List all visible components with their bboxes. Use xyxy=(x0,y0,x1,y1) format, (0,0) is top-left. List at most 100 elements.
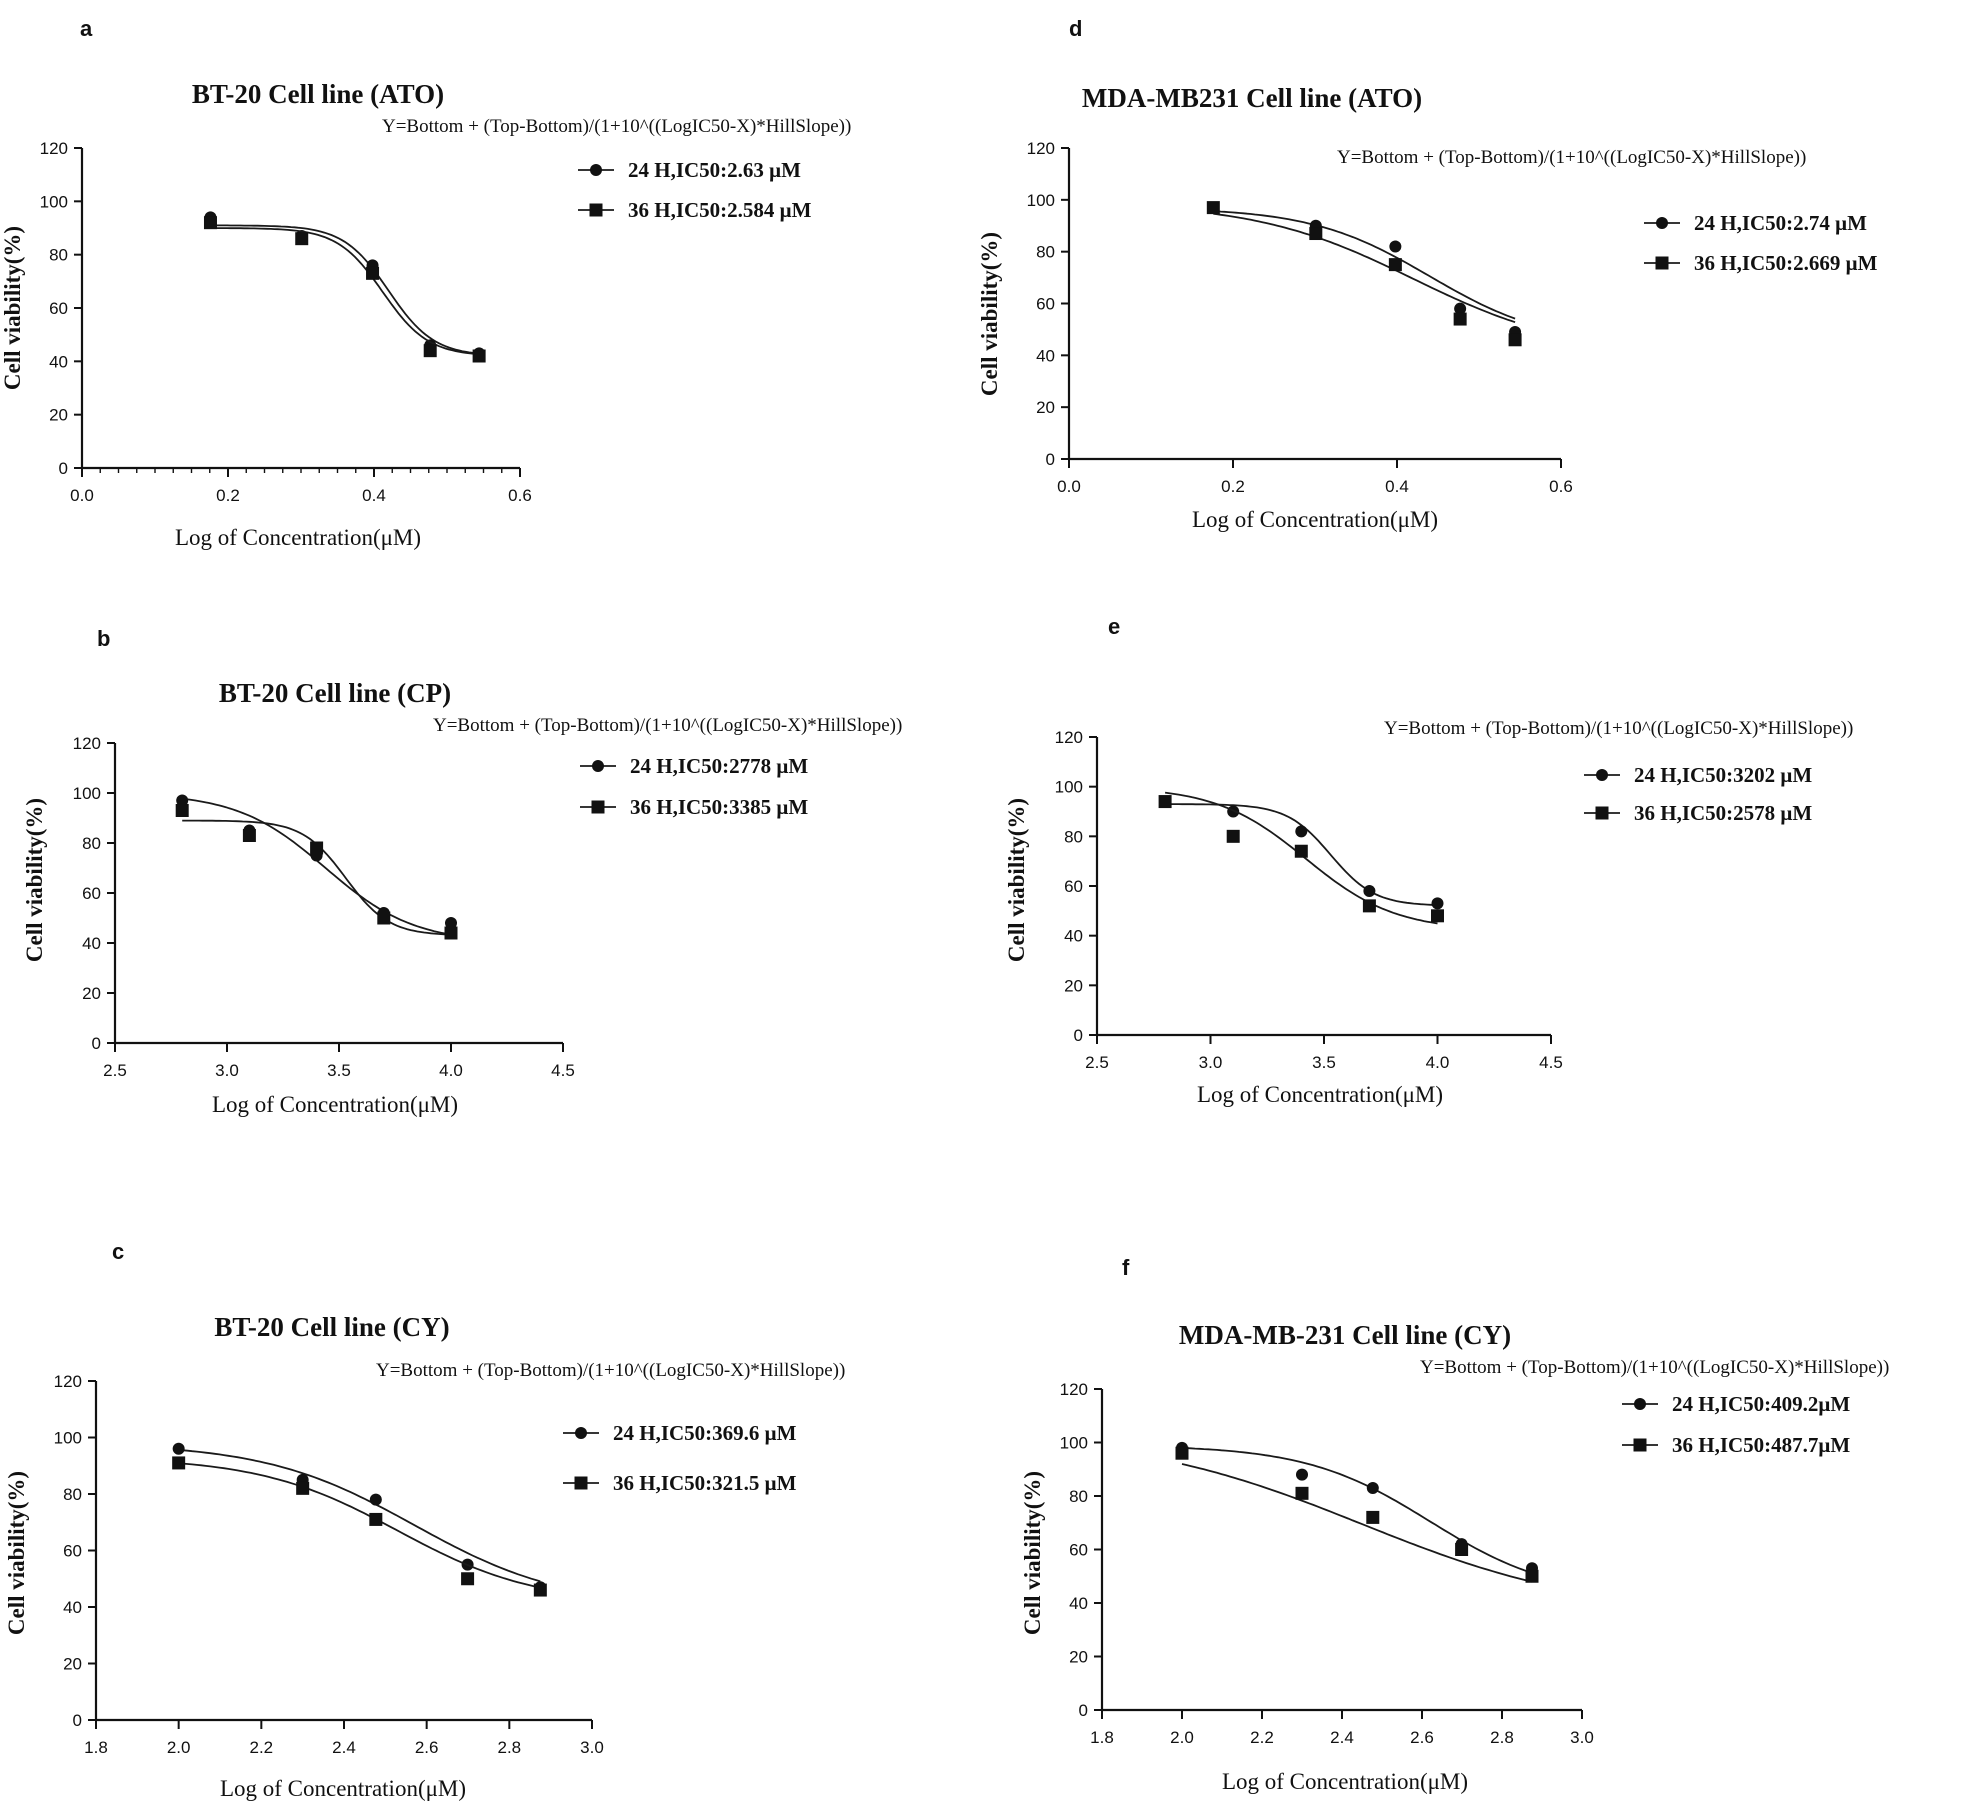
y-tick-label-c-1: 20 xyxy=(63,1655,82,1674)
equation-c: Y=Bottom + (Top-Bottom)/(1+10^((LogIC50-… xyxy=(376,1360,845,1381)
x-tick-label-c-5: 2.8 xyxy=(498,1738,522,1757)
x-tick-label-d-3: 0.6 xyxy=(1549,477,1573,496)
data-point-a-36h-2 xyxy=(366,266,380,280)
y-tick-label-e-6: 120 xyxy=(1055,728,1083,747)
x-tick-label-e-3: 4.0 xyxy=(1426,1053,1450,1072)
fit-curve-d-36h xyxy=(1213,212,1516,324)
panel-letter-c: c xyxy=(112,1239,124,1264)
x-tick-label-a-1: 0.2 xyxy=(216,486,240,505)
y-axis-label-e: Cell viability(%) xyxy=(1004,798,1029,962)
legend-marker-f-36h xyxy=(1633,1438,1647,1452)
fit-curve-a-36h xyxy=(210,227,480,356)
y-tick-label-b-2: 40 xyxy=(82,934,101,953)
data-point-c-36h-4 xyxy=(533,1583,547,1597)
equation-a: Y=Bottom + (Top-Bottom)/(1+10^((LogIC50-… xyxy=(382,116,851,137)
x-tick-label-d-0: 0.0 xyxy=(1057,477,1081,496)
y-tick-label-f-5: 100 xyxy=(1060,1434,1088,1453)
y-tick-label-a-6: 120 xyxy=(40,139,68,158)
chart-title-f: MDA-MB-231 Cell line (CY) xyxy=(1179,1320,1511,1350)
legend-label-c-36h: 36 H,IC50:321.5 μM xyxy=(613,1471,797,1495)
data-point-d-36h-2 xyxy=(1388,258,1402,272)
data-point-a-36h-1 xyxy=(295,232,309,246)
data-point-f-36h-3 xyxy=(1455,1543,1469,1556)
legend-label-f-36h: 36 H,IC50:487.7μM xyxy=(1672,1433,1850,1457)
equation-b: Y=Bottom + (Top-Bottom)/(1+10^((LogIC50-… xyxy=(433,715,902,736)
x-tick-label-e-1: 3.0 xyxy=(1199,1053,1223,1072)
panel-letter-d: d xyxy=(1069,16,1082,41)
x-tick-label-f-3: 2.4 xyxy=(1330,1728,1354,1747)
fit-curve-c-36h xyxy=(178,1462,541,1589)
data-point-d-36h-1 xyxy=(1309,227,1323,241)
x-tick-label-b-4: 4.5 xyxy=(551,1061,575,1080)
x-axis-label-b: Log of Concentration(μM) xyxy=(212,1092,458,1117)
y-tick-label-a-1: 20 xyxy=(49,406,68,425)
x-tick-label-a-0: 0.0 xyxy=(70,486,94,505)
y-tick-label-e-5: 100 xyxy=(1055,778,1083,797)
x-tick-label-f-2: 2.2 xyxy=(1250,1728,1274,1747)
y-axis-label-a: Cell viability(%) xyxy=(0,226,25,390)
y-tick-label-a-3: 60 xyxy=(49,299,68,318)
y-axis-label-b: Cell viability(%) xyxy=(22,798,47,962)
data-point-d-36h-4 xyxy=(1508,333,1522,347)
data-point-d-24h-3 xyxy=(1454,302,1467,315)
y-tick-label-f-0: 0 xyxy=(1079,1701,1088,1720)
legend-label-e-24h: 24 H,IC50:3202 μM xyxy=(1634,763,1812,787)
data-point-e-24h-2 xyxy=(1295,825,1308,838)
y-axis-label-d: Cell viability(%) xyxy=(977,232,1002,396)
y-tick-label-f-6: 120 xyxy=(1060,1380,1088,1399)
data-point-c-36h-0 xyxy=(172,1456,186,1470)
y-tick-label-d-1: 20 xyxy=(1036,398,1055,417)
x-tick-label-e-0: 2.5 xyxy=(1085,1053,1109,1072)
chart-title-b: BT-20 Cell line (CP) xyxy=(219,678,451,708)
x-tick-label-d-2: 0.4 xyxy=(1385,477,1409,496)
data-point-c-24h-0 xyxy=(172,1442,185,1455)
y-tick-label-d-5: 100 xyxy=(1027,191,1055,210)
data-point-b-36h-4 xyxy=(444,926,458,940)
legend-label-c-24h: 24 H,IC50:369.6 μM xyxy=(613,1421,797,1445)
data-point-e-36h-4 xyxy=(1431,909,1444,923)
panel-letter-a: a xyxy=(80,16,93,41)
legend-label-d-36h: 36 H,IC50:2.669 μM xyxy=(1694,251,1878,275)
legend-marker-b-24h xyxy=(592,760,604,772)
data-point-a-36h-4 xyxy=(472,349,486,363)
data-point-e-36h-2 xyxy=(1294,844,1308,858)
y-tick-label-e-2: 40 xyxy=(1064,927,1083,946)
y-axis-label-f: Cell viability(%) xyxy=(1020,1471,1045,1635)
x-tick-label-f-6: 3.0 xyxy=(1570,1728,1594,1747)
legend-marker-c-36h xyxy=(574,1476,588,1490)
data-point-f-36h-1 xyxy=(1295,1486,1309,1500)
fit-curve-f-36h xyxy=(1181,1463,1533,1583)
y-tick-label-d-3: 60 xyxy=(1036,295,1055,314)
y-tick-label-c-4: 80 xyxy=(63,1485,82,1504)
legend-marker-f-24h xyxy=(1634,1398,1646,1410)
x-tick-label-f-5: 2.8 xyxy=(1490,1728,1514,1747)
legend-marker-a-24h xyxy=(590,164,602,176)
x-tick-label-a-2: 0.4 xyxy=(362,486,386,505)
data-point-f-36h-2 xyxy=(1366,1510,1380,1524)
data-point-d-36h-0 xyxy=(1206,201,1220,215)
fit-curve-a-24h xyxy=(210,224,480,355)
x-tick-label-f-4: 2.6 xyxy=(1410,1728,1434,1747)
equation-d: Y=Bottom + (Top-Bottom)/(1+10^((LogIC50-… xyxy=(1337,147,1806,168)
y-tick-label-b-6: 120 xyxy=(73,734,101,753)
data-point-e-36h-0 xyxy=(1158,795,1172,809)
legend-label-b-24h: 24 H,IC50:2778 μM xyxy=(630,754,808,778)
y-tick-label-e-1: 20 xyxy=(1064,976,1083,995)
y-tick-label-b-0: 0 xyxy=(92,1034,101,1053)
x-tick-label-b-0: 2.5 xyxy=(103,1061,127,1080)
legend-marker-e-24h xyxy=(1596,769,1608,781)
data-point-f-36h-0 xyxy=(1175,1446,1189,1460)
y-tick-label-c-0: 0 xyxy=(73,1711,82,1730)
legend-label-e-36h: 36 H,IC50:2578 μM xyxy=(1634,801,1812,825)
y-tick-label-a-0: 0 xyxy=(59,459,68,478)
y-tick-label-f-1: 20 xyxy=(1069,1648,1088,1667)
y-tick-label-c-2: 40 xyxy=(63,1598,82,1617)
data-point-b-36h-0 xyxy=(175,804,189,817)
data-point-c-24h-2 xyxy=(369,1493,382,1506)
x-tick-label-c-1: 2.0 xyxy=(167,1738,191,1757)
y-tick-label-b-4: 80 xyxy=(82,834,101,853)
legend-label-f-24h: 24 H,IC50:409.2μM xyxy=(1672,1392,1850,1416)
y-tick-label-d-2: 40 xyxy=(1036,346,1055,365)
y-tick-label-c-6: 120 xyxy=(54,1372,82,1391)
x-tick-label-f-0: 1.8 xyxy=(1090,1728,1114,1747)
